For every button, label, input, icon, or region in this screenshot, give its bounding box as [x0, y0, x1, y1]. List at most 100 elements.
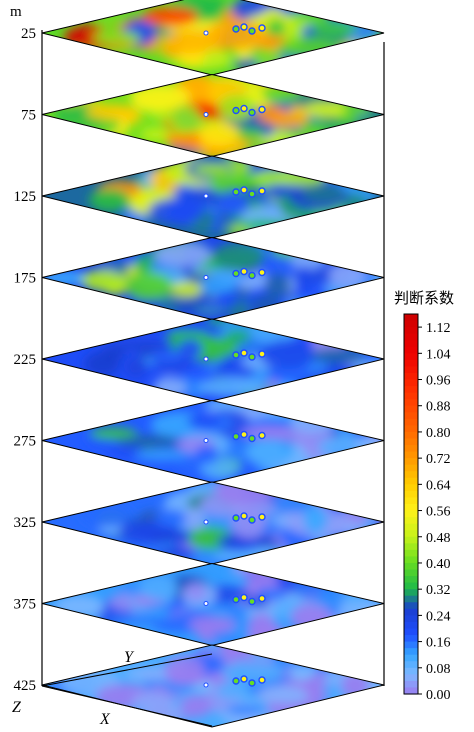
colorbar-cell [404, 314, 418, 322]
colorbar-tick-label: 0.48 [426, 531, 451, 546]
z-tick-label: 25 [21, 26, 36, 42]
colorbar-cell [404, 530, 418, 538]
depth-slice [41, 318, 385, 402]
colorbar-cell [404, 687, 418, 695]
colorbar-cell [404, 372, 418, 381]
slice-outline [41, 562, 385, 647]
colorbar-cell [404, 327, 418, 335]
depth-slice [41, 481, 385, 565]
colorbar-frame [403, 313, 419, 695]
colorbar-cell [404, 425, 418, 433]
colorbar-cell [404, 595, 418, 603]
colorbar-cell [404, 608, 418, 616]
slice-outline [41, 0, 385, 76]
z-ticks: 25 75 125 175 225 275 325 375 425 [14, 26, 48, 694]
x-axis-letter: X [99, 711, 111, 728]
colorbar-cell [404, 346, 418, 354]
colorbar-tick-label: 0.64 [426, 478, 451, 493]
colorbar-tick-label: 1.12 [426, 321, 451, 336]
colorbar-cell [404, 648, 418, 656]
colorbar-cell [404, 667, 418, 675]
colorbar-cell [404, 471, 418, 479]
colorbar-ticks: 1.12 1.04 0.96 0.88 0.80 0.72 0.64 0.56 0.48 0.40… [418, 321, 451, 703]
colorbar-tick-label: 0.24 [426, 609, 451, 624]
colorbar-cell [404, 556, 418, 564]
colorbar-cell [404, 484, 418, 492]
colorbar-tick-label: 0.32 [426, 583, 451, 598]
x-axis-line [41, 685, 213, 727]
depth-slice [41, 0, 385, 76]
colorbar-tick-label: 0.16 [426, 636, 451, 651]
slice-outline [41, 318, 385, 402]
z-tick-label: 175 [14, 271, 37, 287]
colorbar-cell [404, 366, 418, 374]
colorbar-cell [404, 451, 418, 459]
colorbar-cell [404, 445, 418, 453]
colorbar-cell [404, 353, 418, 361]
z-tick-label: 325 [14, 515, 37, 531]
colorbar-tick-label: 0.56 [426, 505, 451, 520]
y-axis-line [41, 653, 213, 687]
colorbar-cell [404, 582, 418, 590]
colorbar-tick-label: 0.80 [426, 426, 451, 441]
slice-outline [41, 236, 385, 321]
z-tick-label: 75 [21, 108, 36, 124]
colorbar-cell [404, 477, 418, 485]
colorbar-cell [404, 340, 418, 348]
depth-slice [41, 236, 385, 321]
colorbar-cell [404, 654, 418, 662]
colorbar-cell [404, 359, 418, 368]
depth-slice [41, 399, 385, 484]
colorbar-cell [404, 517, 418, 525]
z-tick-label: 425 [14, 678, 37, 694]
z-tick-label: 225 [14, 352, 37, 368]
slice-outline [41, 73, 385, 158]
colorbar-cell [404, 641, 418, 649]
colorbar-cell [404, 621, 418, 630]
colorbar-tick-label: 0.72 [426, 452, 451, 467]
colorbar-tick-label: 0.96 [426, 374, 451, 389]
colorbar-cell [404, 576, 418, 584]
colorbar: 判断系数 1.12 1.04 0.96 0.88 0.80 0.72 0.64 0.56 0.4… [394, 289, 454, 703]
z-tick-label: 125 [14, 189, 37, 205]
colorbar-cell [404, 674, 418, 682]
z-tick-label: 375 [14, 597, 37, 613]
colorbar-cell [404, 562, 418, 571]
colorbar-cell [404, 628, 418, 636]
colorbar-cell [404, 412, 418, 420]
colorbar-cell [404, 569, 418, 577]
colorbar-cell [404, 504, 418, 512]
colorbar-cell [404, 549, 418, 558]
colorbar-cell [404, 379, 418, 387]
colorbar-cell [404, 399, 418, 407]
colorbar-cell [404, 635, 418, 643]
colorbar-cells [404, 314, 418, 695]
depth-slice [41, 155, 385, 239]
colorbar-cell [404, 602, 418, 610]
colorbar-cell [404, 392, 418, 400]
z-tick-label: 275 [14, 434, 37, 450]
colorbar-tick-label: 0.88 [426, 400, 451, 415]
horizontal-axes: Y X [41, 649, 213, 728]
y-axis-letter: Y [124, 649, 135, 666]
colorbar-cell [404, 464, 418, 472]
colorbar-cell [404, 543, 418, 551]
colorbar-title: 判断系数 [394, 289, 454, 307]
depth-slice [41, 73, 385, 158]
colorbar-cell [404, 320, 418, 328]
z-axis-letter: Z [12, 699, 22, 716]
colorbar-cell [404, 680, 418, 689]
colorbar-cell [404, 661, 418, 669]
colorbar-cell [404, 497, 418, 505]
slice-outline [41, 155, 385, 239]
colorbar-cell [404, 589, 418, 597]
colorbar-tick-label: 0.00 [426, 688, 451, 703]
depth-slice [41, 644, 385, 728]
colorbar-cell [404, 523, 418, 531]
colorbar-cell [404, 333, 418, 341]
colorbar-cell [404, 510, 418, 518]
colorbar-cell [404, 386, 418, 394]
colorbar-tick-label: 1.04 [426, 347, 451, 362]
colorbar-cell [404, 431, 418, 440]
